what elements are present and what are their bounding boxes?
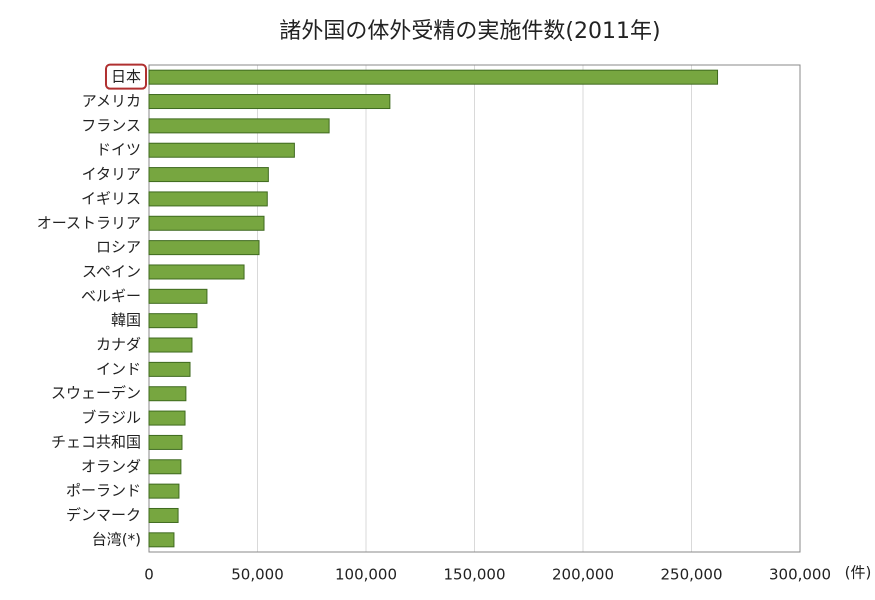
y-tick-label: ポーランド	[66, 482, 141, 500]
bar	[148, 142, 295, 158]
y-tick-label: イタリア	[82, 165, 141, 183]
bar	[148, 240, 260, 256]
y-tick-label: 台湾(*)	[92, 530, 141, 548]
y-tick-label: ロシア	[96, 238, 141, 256]
bar	[148, 434, 183, 450]
bar	[148, 532, 175, 548]
y-tick-label: ベルギー	[81, 287, 141, 305]
bar	[148, 459, 182, 475]
y-tick-label: カナダ	[96, 336, 141, 354]
y-tick-label: フランス	[81, 116, 141, 134]
y-tick-label: イギリス	[81, 189, 141, 207]
bar	[148, 313, 198, 329]
y-tick-label: 韓国	[111, 311, 141, 329]
bar	[148, 94, 391, 110]
x-tick-label: 300,000	[769, 566, 831, 584]
bar	[148, 386, 187, 402]
chart-title: 諸外国の体外受精の実施件数(2011年)	[279, 19, 660, 44]
x-tick-label: 0	[144, 566, 154, 584]
x-tick-label: 50,000	[231, 566, 284, 584]
y-tick-label: オランダ	[81, 457, 141, 475]
y-tick-label: スウェーデン	[51, 384, 141, 402]
plot-frame	[148, 64, 801, 553]
y-tick-label: アメリカ	[82, 92, 141, 110]
bar	[148, 483, 180, 499]
y-tick-label: オーストラリア	[37, 214, 141, 232]
bar	[148, 167, 269, 183]
bar	[148, 118, 330, 134]
bar	[148, 288, 208, 304]
bar	[148, 410, 186, 426]
bar	[148, 69, 719, 85]
y-tick-label: 日本	[111, 68, 141, 86]
x-tick-label: 150,000	[443, 566, 505, 584]
x-tick-label: 250,000	[660, 566, 722, 584]
y-tick-label: ブラジル	[81, 409, 141, 427]
bar	[148, 215, 265, 231]
x-tick-label: 200,000	[552, 566, 614, 584]
bar	[148, 507, 179, 523]
bar	[148, 191, 268, 207]
bar	[148, 361, 191, 377]
y-tick-label: スペイン	[82, 262, 141, 280]
bar	[148, 337, 193, 353]
bar	[148, 264, 245, 280]
y-tick-label: ドイツ	[96, 141, 141, 159]
highlight-box	[104, 63, 147, 90]
x-tick-label: 100,000	[335, 566, 397, 584]
y-tick-label: デンマーク	[66, 506, 141, 524]
y-tick-label: インド	[96, 360, 141, 378]
y-tick-label: チェコ共和国	[51, 433, 141, 451]
unit-label: (件)	[845, 564, 872, 582]
